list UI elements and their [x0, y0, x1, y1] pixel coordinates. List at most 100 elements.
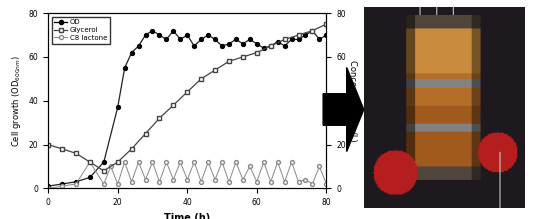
OD: [323, 34, 330, 36]
C8 lactone: [128, 180, 135, 183]
C8 lactone: [121, 161, 128, 163]
C8 lactone: [108, 165, 114, 168]
OD: [191, 45, 197, 47]
C8 lactone: [212, 178, 218, 181]
OD: [226, 42, 232, 45]
Glycerol: [45, 143, 51, 146]
OD: [247, 38, 253, 41]
C8 lactone: [288, 161, 295, 163]
C8 lactone: [261, 161, 267, 163]
OD: [73, 180, 79, 183]
Glycerol: [212, 69, 218, 71]
Glycerol: [101, 170, 107, 172]
OD: [163, 38, 170, 41]
C8 lactone: [184, 178, 190, 181]
OD: [198, 38, 204, 41]
C8 lactone: [323, 183, 330, 185]
Glycerol: [128, 148, 135, 150]
Glycerol: [87, 161, 93, 163]
OD: [261, 47, 267, 49]
OD: [233, 38, 239, 41]
OD: [156, 34, 163, 36]
C8 lactone: [87, 161, 93, 163]
OD: [288, 38, 295, 41]
C8 lactone: [135, 161, 142, 163]
OD: [302, 34, 309, 36]
C8 lactone: [73, 183, 79, 185]
Glycerol: [59, 148, 65, 150]
Glycerol: [281, 38, 288, 41]
OD: [121, 67, 128, 69]
OD: [254, 42, 260, 45]
Glycerol: [295, 34, 302, 36]
Glycerol: [309, 29, 316, 32]
OD: [184, 34, 190, 36]
OD: [281, 45, 288, 47]
Line: OD: OD: [46, 29, 328, 188]
OD: [316, 38, 323, 41]
Glycerol: [254, 51, 260, 54]
C8 lactone: [149, 161, 156, 163]
C8 lactone: [198, 180, 204, 183]
Y-axis label: Cell growth (OD$_{600nm}$): Cell growth (OD$_{600nm}$): [10, 55, 23, 147]
C8 lactone: [240, 178, 246, 181]
Glycerol: [170, 104, 177, 106]
Glycerol: [268, 45, 274, 47]
OD: [135, 45, 142, 47]
Glycerol: [198, 78, 204, 80]
Glycerol: [142, 132, 149, 135]
C8 lactone: [247, 165, 253, 168]
OD: [87, 176, 93, 179]
C8 lactone: [281, 180, 288, 183]
Glycerol: [114, 161, 121, 163]
C8 lactone: [295, 180, 302, 183]
OD: [295, 38, 302, 41]
OD: [205, 34, 211, 36]
C8 lactone: [142, 178, 149, 181]
Glycerol: [240, 56, 246, 58]
OD: [142, 34, 149, 36]
Glycerol: [323, 23, 330, 25]
OD: [45, 185, 51, 187]
Glycerol: [73, 152, 79, 155]
C8 lactone: [254, 180, 260, 183]
X-axis label: Time (h): Time (h): [164, 213, 210, 219]
C8 lactone: [219, 161, 225, 163]
Line: Glycerol: Glycerol: [46, 22, 328, 173]
OD: [240, 42, 246, 45]
OD: [149, 29, 156, 32]
Glycerol: [156, 117, 163, 120]
Polygon shape: [323, 67, 364, 152]
C8 lactone: [274, 161, 281, 163]
C8 lactone: [309, 183, 316, 185]
OD: [268, 45, 274, 47]
C8 lactone: [45, 187, 51, 190]
C8 lactone: [302, 178, 309, 181]
OD: [219, 45, 225, 47]
C8 lactone: [101, 183, 107, 185]
C8 lactone: [59, 185, 65, 187]
C8 lactone: [114, 183, 121, 185]
Legend: OD, Glycerol, C8 lactone: OD, Glycerol, C8 lactone: [51, 17, 110, 44]
Line: C8 lactone: C8 lactone: [46, 160, 328, 190]
OD: [177, 38, 184, 41]
OD: [212, 38, 218, 41]
C8 lactone: [205, 161, 211, 163]
C8 lactone: [233, 161, 239, 163]
OD: [309, 29, 316, 32]
C8 lactone: [177, 161, 184, 163]
OD: [59, 183, 65, 185]
C8 lactone: [170, 178, 177, 181]
OD: [170, 29, 177, 32]
OD: [128, 51, 135, 54]
C8 lactone: [226, 180, 232, 183]
Y-axis label: Concentration (g/L): Concentration (g/L): [348, 60, 357, 141]
OD: [101, 161, 107, 163]
OD: [114, 106, 121, 109]
C8 lactone: [156, 180, 163, 183]
C8 lactone: [191, 161, 197, 163]
Glycerol: [184, 91, 190, 93]
C8 lactone: [163, 161, 170, 163]
OD: [274, 40, 281, 43]
Glycerol: [226, 60, 232, 63]
